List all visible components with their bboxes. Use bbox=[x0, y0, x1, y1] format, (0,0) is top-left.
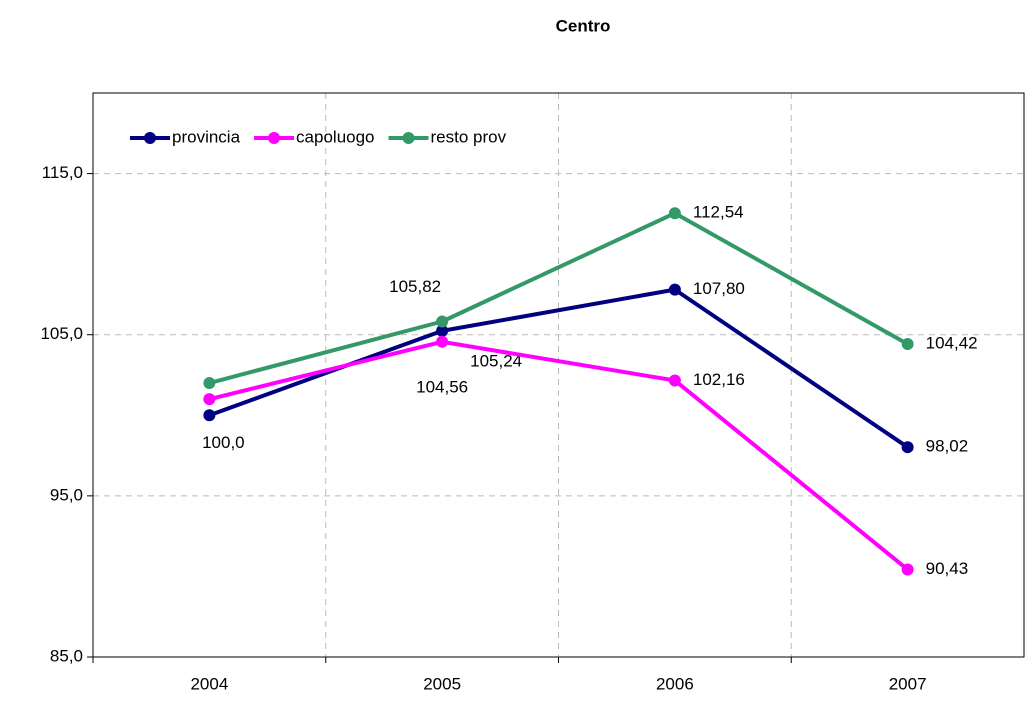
point bbox=[901, 563, 914, 576]
point bbox=[668, 283, 681, 296]
x-tick-label: 2005 bbox=[423, 674, 461, 693]
legend-marker bbox=[144, 132, 156, 144]
point bbox=[436, 335, 449, 348]
value-label: 105,24 bbox=[470, 351, 522, 370]
point bbox=[668, 374, 681, 387]
value-label: 98,02 bbox=[926, 437, 969, 456]
x-tick-label: 2006 bbox=[656, 674, 694, 693]
point bbox=[203, 377, 216, 390]
series-line bbox=[208, 339, 909, 572]
value-label: 90,43 bbox=[926, 559, 969, 578]
value-label: 102,16 bbox=[693, 370, 745, 389]
y-tick-label: 95,0 bbox=[50, 485, 83, 504]
value-label: 105,82 bbox=[389, 277, 441, 296]
point bbox=[668, 207, 681, 220]
series-line bbox=[208, 287, 909, 449]
point bbox=[203, 409, 216, 422]
value-label: 104,42 bbox=[926, 334, 978, 353]
y-tick-label: 85,0 bbox=[50, 646, 83, 665]
x-tick-label: 2007 bbox=[889, 674, 927, 693]
legend-label: resto prov bbox=[431, 127, 507, 146]
legend-marker bbox=[268, 132, 281, 144]
point bbox=[436, 324, 449, 337]
value-label: 104,56 bbox=[416, 377, 468, 396]
legend-label: provincia bbox=[172, 127, 241, 146]
y-tick-label: 105,0 bbox=[40, 324, 83, 343]
x-tick-label: 2004 bbox=[190, 674, 228, 693]
value-label: 107,80 bbox=[693, 279, 745, 298]
legend-label: capoluogo bbox=[296, 127, 374, 146]
legend-marker bbox=[402, 132, 415, 144]
chart-title: Centro bbox=[556, 16, 611, 35]
value-label: 100,0 bbox=[202, 433, 245, 452]
point bbox=[901, 338, 914, 351]
value-label: 112,54 bbox=[693, 203, 744, 222]
y-tick-label: 115,0 bbox=[42, 163, 83, 182]
point bbox=[901, 441, 914, 454]
series-line bbox=[208, 211, 909, 385]
point bbox=[436, 315, 449, 328]
point bbox=[203, 393, 216, 406]
